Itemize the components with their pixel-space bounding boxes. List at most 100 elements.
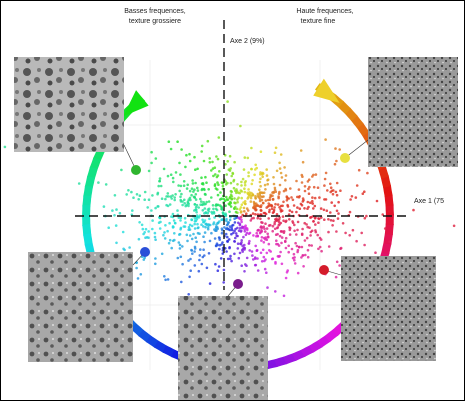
scatter-dot (384, 227, 387, 230)
scatter-dot (233, 207, 236, 210)
scatter-dot (294, 262, 297, 265)
scatter-dot (290, 196, 293, 199)
scatter-dot (312, 220, 315, 223)
scatter-dot (170, 173, 173, 176)
scatter-dot (264, 268, 267, 271)
scatter-dot (282, 201, 285, 204)
scatter-dot (317, 248, 320, 251)
scatter-dot (296, 196, 299, 199)
scatter-dot (295, 180, 298, 183)
scatter-dot (204, 207, 207, 210)
scatter-dot (348, 234, 351, 237)
scatter-dot (231, 172, 234, 175)
scatter-dot (320, 207, 323, 210)
scatter-dot (233, 201, 236, 204)
scatter-dot (173, 232, 176, 235)
scatter-dot (283, 166, 286, 169)
scatter-dot (240, 241, 243, 244)
scatter-dot (253, 174, 256, 177)
scatter-dot (340, 247, 343, 250)
scatter-dot (122, 231, 125, 234)
scatter-dot (194, 264, 197, 267)
scatter-dot (180, 193, 183, 196)
scatter-dot (175, 171, 178, 174)
scatter-dot (261, 221, 264, 224)
scatter-dot (252, 258, 255, 261)
scatter-dot (261, 176, 264, 179)
scatter-dot (279, 235, 282, 238)
scatter-dot (192, 182, 195, 185)
scatter-dot (207, 228, 210, 231)
scatter-dot (170, 148, 173, 151)
scatter-dot (252, 212, 255, 215)
scatter-dot (215, 227, 218, 230)
scatter-dot (252, 206, 255, 209)
scatter-dot (266, 227, 269, 230)
scatter-dot (194, 182, 197, 185)
scatter-dot (277, 197, 280, 200)
scatter-dot (147, 230, 150, 233)
scatter-dot (148, 170, 151, 173)
scatter-dot (237, 242, 240, 245)
scatter-dot (261, 260, 264, 263)
scatter-dot (216, 176, 219, 179)
scatter-dot (336, 182, 339, 185)
scatter-dot (336, 210, 339, 213)
scatter-dot (217, 269, 220, 272)
wheel-segment (86, 196, 87, 207)
scatter-dot (164, 198, 167, 201)
wheel-segment (164, 349, 174, 354)
scatter-dot (178, 233, 181, 236)
scatter-dot (180, 148, 183, 151)
scatter-dot (289, 187, 292, 190)
scatter-dot (262, 225, 265, 228)
wheel-segment (347, 110, 354, 118)
scatter-dot (216, 222, 219, 225)
scatter-dot (186, 187, 189, 190)
wheel-segment (87, 234, 89, 245)
scatter-dot (159, 221, 162, 224)
scatter-dot (300, 149, 303, 152)
scatter-dot (262, 249, 265, 252)
scatter-dot (336, 261, 339, 264)
scatter-dot (309, 201, 312, 204)
label: Haute frequences, (296, 8, 353, 15)
micrograph (28, 252, 133, 362)
scatter-dot (205, 201, 208, 204)
scatter-dot (223, 269, 226, 272)
scatter-dot (240, 181, 243, 184)
scatter-dot (198, 216, 201, 219)
scatter-dot (205, 212, 208, 215)
scatter-dot (132, 196, 135, 199)
scatter-dot (307, 188, 310, 191)
scatter-dot (208, 252, 211, 255)
scatter-dot (288, 218, 291, 221)
scatter-dot (201, 219, 204, 222)
scatter-dot (178, 216, 181, 219)
marker (140, 247, 150, 257)
scatter-dot (154, 236, 157, 239)
scatter-dot (204, 231, 207, 234)
scatter-dot (215, 203, 218, 206)
scatter-dot (307, 201, 310, 204)
scatter-dot (151, 219, 154, 222)
scatter-dot (289, 227, 292, 230)
wheel-segment (148, 339, 157, 345)
scatter-dot (301, 233, 304, 236)
scatter-dot (217, 183, 220, 186)
scatter-dot (146, 206, 149, 209)
scatter-dot (388, 241, 391, 244)
scatter-dot (154, 207, 157, 210)
scatter-dot (181, 263, 184, 266)
wheel-segment (294, 353, 304, 357)
scatter-dot (187, 293, 190, 296)
scatter-dot (119, 212, 122, 215)
scatter-dot (218, 136, 221, 139)
scatter-dot (342, 222, 345, 225)
scatter-dot (268, 211, 271, 214)
wheel-segment (91, 168, 94, 179)
scatter-dot (226, 100, 229, 103)
scatter-dot (215, 155, 218, 158)
scatter-dot (197, 189, 200, 192)
scatter-dot (235, 211, 238, 214)
